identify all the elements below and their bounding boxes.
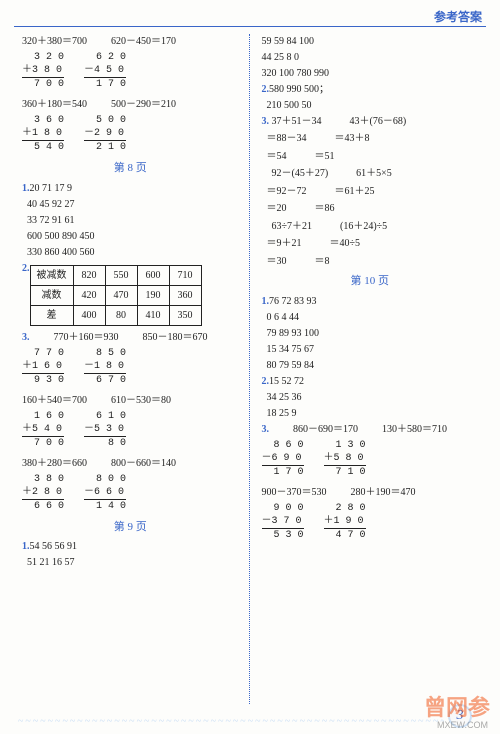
eq-row: 3.860－690＝170 130＋580＝710 [262,422,479,437]
calc-pair: 3 2 0 ＋3 8 0 7 0 0 6 2 0 －4 5 0 1 7 0 [22,51,239,91]
answer-line: 210 500 50 [262,98,479,113]
answer-line: 40 45 92 27 [22,197,239,212]
equation: 610－530＝80 [111,393,171,408]
footer-decoration [18,716,444,724]
item-number: 2. [22,261,30,276]
eq-row: 380＋280＝660 800－660＝140 [22,456,239,471]
step-row: ＝54＝51 [262,149,479,165]
table-row: 差40080410350 [30,305,201,325]
vertical-calc: 9 0 0 －3 7 0 5 3 0 [262,502,304,542]
equation: 130＋580＝710 [382,422,447,437]
calc-pair: 8 6 0 －6 9 0 1 7 0 1 3 0 ＋5 8 0 7 1 0 [262,439,479,479]
answer-line: 34 25 36 [262,390,479,405]
table-wrap: 2. 被减数820550600710 减数420470190360 差40080… [22,261,239,330]
answer-line: 79 89 93 100 [262,326,479,341]
answer-line: 15 34 75 67 [262,342,479,357]
answer-line: 51 21 16 57 [22,555,239,570]
eq-row: 320＋380＝700 620－450＝170 [22,34,239,49]
section-title-p10: 第 10 页 [262,273,479,290]
item-number: 3. [22,330,30,345]
vertical-calc: 3 2 0 ＋3 8 0 7 0 0 [22,51,64,91]
vertical-calc: 2 8 0 ＋1 9 0 4 7 0 [324,502,366,542]
answer-line: 600 500 890 450 [22,229,239,244]
equation: 160＋540＝700 [22,393,87,408]
step-row: ＝88－34＝43＋8 [262,131,479,147]
answer-line: 330 860 400 560 [22,245,239,260]
section-title-p9: 第 9 页 [22,519,239,536]
vertical-calc: 8 5 0 －1 8 0 6 7 0 [84,347,126,387]
watermark-url: MXEW.COM [437,720,488,730]
answer-line: 1.54 56 56 91 [22,539,239,554]
vertical-calc: 8 6 0 －6 9 0 1 7 0 [262,439,304,479]
vertical-calc: 6 1 0 －5 3 0 8 0 [84,410,126,450]
table-row: 被减数820550600710 [30,265,201,285]
equation: 320＋380＝700 [22,34,87,49]
answer-line: 1.20 71 17 9 [22,181,239,196]
equation: 360＋180＝540 [22,97,87,112]
section-title-p8: 第 8 页 [22,160,239,177]
vertical-calc: 8 0 0 －6 6 0 1 4 0 [84,473,126,513]
step-row: ＝9＋21＝40÷5 [262,236,479,252]
left-column: 320＋380＝700 620－450＝170 3 2 0 ＋3 8 0 7 0… [18,34,250,704]
eq-row: 900－370＝530 280＋190＝470 [262,485,479,500]
answer-line: 59 59 84 100 [262,34,479,49]
eq-row: 360＋180＝540 500－290＝210 [22,97,239,112]
step-row: ＝20＝86 [262,201,479,217]
step-row: 92－(45＋27)61＋5×5 [262,166,479,182]
calc-pair: 7 7 0 ＋1 6 0 9 3 0 8 5 0 －1 8 0 6 7 0 [22,347,239,387]
equation: 800－660＝140 [111,456,176,471]
vertical-calc: 7 7 0 ＋1 6 0 9 3 0 [22,347,64,387]
answer-line: 44 25 8 0 [262,50,479,65]
answer-line: 18 25 9 [262,406,479,421]
equation: 380＋280＝660 [22,456,87,471]
table-row: 减数420470190360 [30,285,201,305]
step-row: ＝30＝8 [262,254,479,270]
answer-line: 0 6 4 44 [262,310,479,325]
vertical-calc: 3 8 0 ＋2 8 0 6 6 0 [22,473,64,513]
calc-pair: 3 6 0 ＋1 8 0 5 4 0 5 0 0 －2 9 0 2 1 0 [22,114,239,154]
equation: 280＋190＝470 [351,485,416,500]
vertical-calc: 5 0 0 －2 9 0 2 1 0 [84,114,126,154]
step-row: ＝92－72＝61＋25 [262,184,479,200]
vertical-calc: 1 3 0 ＋5 8 0 7 1 0 [324,439,366,479]
answer-line: 33 72 91 61 [22,213,239,228]
right-column: 59 59 84 100 44 25 8 0 320 100 780 990 2… [250,34,483,704]
calc-pair: 3 8 0 ＋2 8 0 6 6 0 8 0 0 －6 6 0 1 4 0 [22,473,239,513]
answer-line: 80 79 59 84 [262,358,479,373]
page-header: 参考答案 [434,8,482,25]
watermark-text: 曾网参 [424,690,490,722]
equation: 900－370＝530 [262,485,327,500]
eq-row: 3.770＋160＝930 850－180＝670 [22,330,239,345]
answer-line: 320 100 780 990 [262,66,479,81]
vertical-calc: 3 6 0 ＋1 8 0 5 4 0 [22,114,64,154]
equation: 500－290＝210 [111,97,176,112]
vertical-calc: 1 6 0 ＋5 4 0 7 0 0 [22,410,64,450]
subtraction-table: 被减数820550600710 减数420470190360 差40080410… [30,265,202,326]
vertical-calc: 6 2 0 －4 5 0 1 7 0 [84,51,126,91]
calc-pair: 1 6 0 ＋5 4 0 7 0 0 6 1 0 －5 3 0 8 0 [22,410,239,450]
answer-line: 1.76 72 83 93 [262,294,479,309]
answer-line: 2.15 52 72 [262,374,479,389]
step-eq-head: 3. 37＋51－34 43＋(76－68) [262,114,479,129]
step-solutions: ＝88－34＝43＋8 ＝54＝51 92－(45＋27)61＋5×5 ＝92－… [262,131,479,269]
content-area: 320＋380＝700 620－450＝170 3 2 0 ＋3 8 0 7 0… [18,34,482,704]
equation: 620－450＝170 [111,34,176,49]
eq-row: 160＋540＝700 610－530＝80 [22,393,239,408]
calc-pair: 9 0 0 －3 7 0 5 3 0 2 8 0 ＋1 9 0 4 7 0 [262,502,479,542]
header-rule [14,26,486,27]
step-row: 63÷7＋21(16＋24)÷5 [262,219,479,235]
equation: 850－180＝670 [143,330,208,345]
answer-line: 2.580 990 500； [262,82,479,97]
